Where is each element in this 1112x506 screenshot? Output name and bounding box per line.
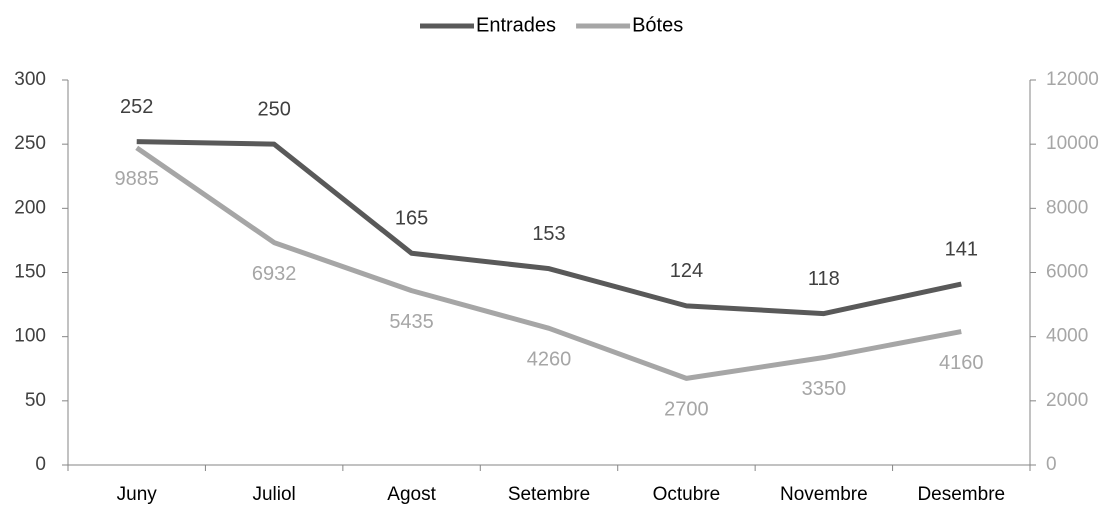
data-label: 5435 — [389, 311, 434, 333]
data-label: 153 — [532, 223, 565, 245]
y-tick-label: 0 — [35, 454, 46, 475]
data-label: 6932 — [252, 263, 297, 285]
data-label: 9885 — [114, 168, 159, 190]
data-label: 118 — [808, 268, 840, 290]
x-tick-label: Juny — [117, 484, 158, 505]
y-tick-label: 100 — [14, 326, 46, 347]
x-tick-label: Juliol — [252, 484, 295, 505]
data-label: 124 — [670, 260, 703, 282]
data-label: 4160 — [939, 352, 984, 374]
data-label: 250 — [257, 98, 290, 120]
data-label: 141 — [945, 238, 978, 260]
legend-label: Entrades — [476, 14, 556, 36]
y2-tick-label: 4000 — [1046, 326, 1088, 347]
y-tick-label: 150 — [14, 262, 46, 283]
y-tick-label: 250 — [14, 133, 46, 154]
y2-tick-label: 8000 — [1046, 197, 1088, 218]
x-tick-label: Octubre — [653, 484, 721, 505]
x-tick-label: Novembre — [780, 484, 868, 505]
legend-label: Bótes — [632, 14, 683, 36]
data-label: 2700 — [664, 399, 709, 421]
y2-tick-label: 10000 — [1046, 133, 1099, 154]
y-tick-label: 50 — [25, 390, 46, 411]
y2-tick-label: 12000 — [1046, 69, 1099, 90]
data-label: 165 — [395, 208, 428, 230]
data-label: 3350 — [802, 378, 847, 400]
x-tick-label: Setembre — [508, 484, 590, 505]
y2-tick-label: 6000 — [1046, 262, 1088, 283]
y2-tick-label: 2000 — [1046, 390, 1088, 411]
y2-tick-label: 0 — [1046, 454, 1057, 475]
line-series — [135, 145, 962, 381]
y-tick-label: 300 — [14, 69, 46, 90]
data-label: 4260 — [527, 349, 572, 371]
data-label: 252 — [120, 96, 153, 118]
line-series — [136, 139, 962, 317]
x-tick-label: Desembre — [917, 484, 1005, 505]
y-tick-label: 200 — [14, 197, 46, 218]
x-tick-label: Agost — [387, 484, 436, 505]
